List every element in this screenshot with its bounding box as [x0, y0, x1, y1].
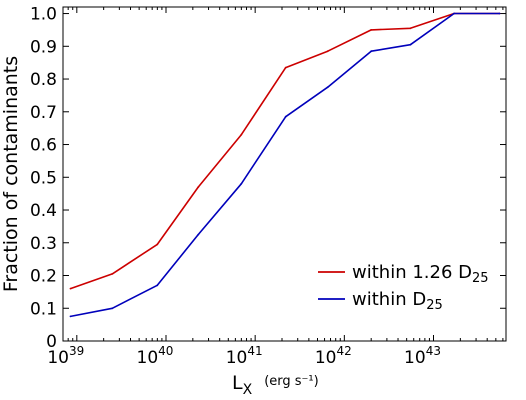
plot-lines: [69, 12, 501, 318]
x-tick-exponent: 39: [69, 344, 84, 358]
x-axis: 1039 1040 1041 1042 1043: [47, 7, 504, 368]
y-axis-title: Fraction of contaminants: [0, 56, 22, 292]
legend-label-subscript: 25: [472, 271, 489, 286]
y-tick-label: 0.2: [30, 267, 57, 287]
x-tick-base: 10: [226, 348, 248, 368]
x-axis-title-symbol: L: [232, 372, 243, 394]
series-2-point: [370, 50, 373, 53]
legend-label-text: within 1.26 D: [352, 262, 472, 283]
x-tick-exponent: 41: [247, 344, 262, 358]
x-tick-label: 1040: [137, 344, 174, 368]
y-tick-label: 0.4: [30, 201, 57, 221]
series-2-point: [111, 307, 114, 310]
series-2-point: [498, 12, 501, 15]
series-2-point: [69, 315, 72, 318]
x-tick-base: 10: [315, 348, 337, 368]
y-tick-label: 0.7: [30, 103, 57, 123]
legend-label-subscript: 25: [426, 298, 443, 313]
x-tick-label: 1043: [404, 344, 441, 368]
series-line-1: [70, 12, 500, 290]
series-1-point: [240, 133, 243, 136]
series-1-point: [370, 29, 373, 31]
y-tick-label: 0.5: [30, 168, 57, 188]
x-axis-title-subscript: X: [243, 382, 253, 398]
y-tick-label: 1.0: [30, 5, 57, 25]
y-tick-label: 0.9: [30, 37, 57, 57]
series-1-point: [197, 186, 200, 189]
x-tick-label: 1041: [226, 344, 263, 368]
y-tick-label: 0: [46, 332, 57, 352]
series-2-point: [284, 115, 287, 118]
x-axis-title: LX (erg s⁻¹): [232, 372, 319, 398]
series-2-point: [197, 233, 200, 236]
x-tick-base: 10: [137, 348, 159, 368]
series-1-point: [284, 66, 287, 69]
y-tick-label: 0.1: [30, 299, 57, 319]
x-tick-exponent: 43: [426, 344, 441, 358]
series-2-point: [156, 284, 159, 287]
y-tick-label: 0.8: [30, 70, 57, 90]
series-2-point: [453, 12, 455, 15]
series-2-point: [240, 182, 243, 185]
series-1-point: [69, 287, 72, 290]
x-tick-exponent: 40: [158, 344, 173, 358]
series-1-point: [111, 273, 114, 275]
legend-label-text: within D: [352, 289, 426, 310]
y-tick-label: 0.3: [30, 234, 57, 254]
legend-label-1: within 1.26 D25: [352, 262, 489, 286]
legend-label-2: within D25: [352, 289, 443, 313]
series-1-point: [326, 50, 329, 53]
series-2-point: [326, 86, 329, 89]
x-tick-label: 1039: [47, 344, 84, 368]
y-axis: 0 0.1 0.2 0.3 0.4 0.5 0.6 0.7 0.8 0.9 1.0: [30, 5, 506, 352]
x-tick-label: 1042: [315, 344, 352, 368]
series-1-point: [409, 27, 412, 30]
plot-frame: [62, 6, 507, 342]
series-2-point: [409, 43, 412, 46]
x-tick-exponent: 42: [337, 344, 352, 358]
x-tick-base: 10: [404, 348, 426, 368]
y-tick-label: 0.6: [30, 136, 57, 156]
x-axis-title-unit: (erg s⁻¹): [264, 374, 319, 389]
x-tick-base: 10: [47, 348, 69, 368]
series-1-point: [156, 243, 159, 246]
